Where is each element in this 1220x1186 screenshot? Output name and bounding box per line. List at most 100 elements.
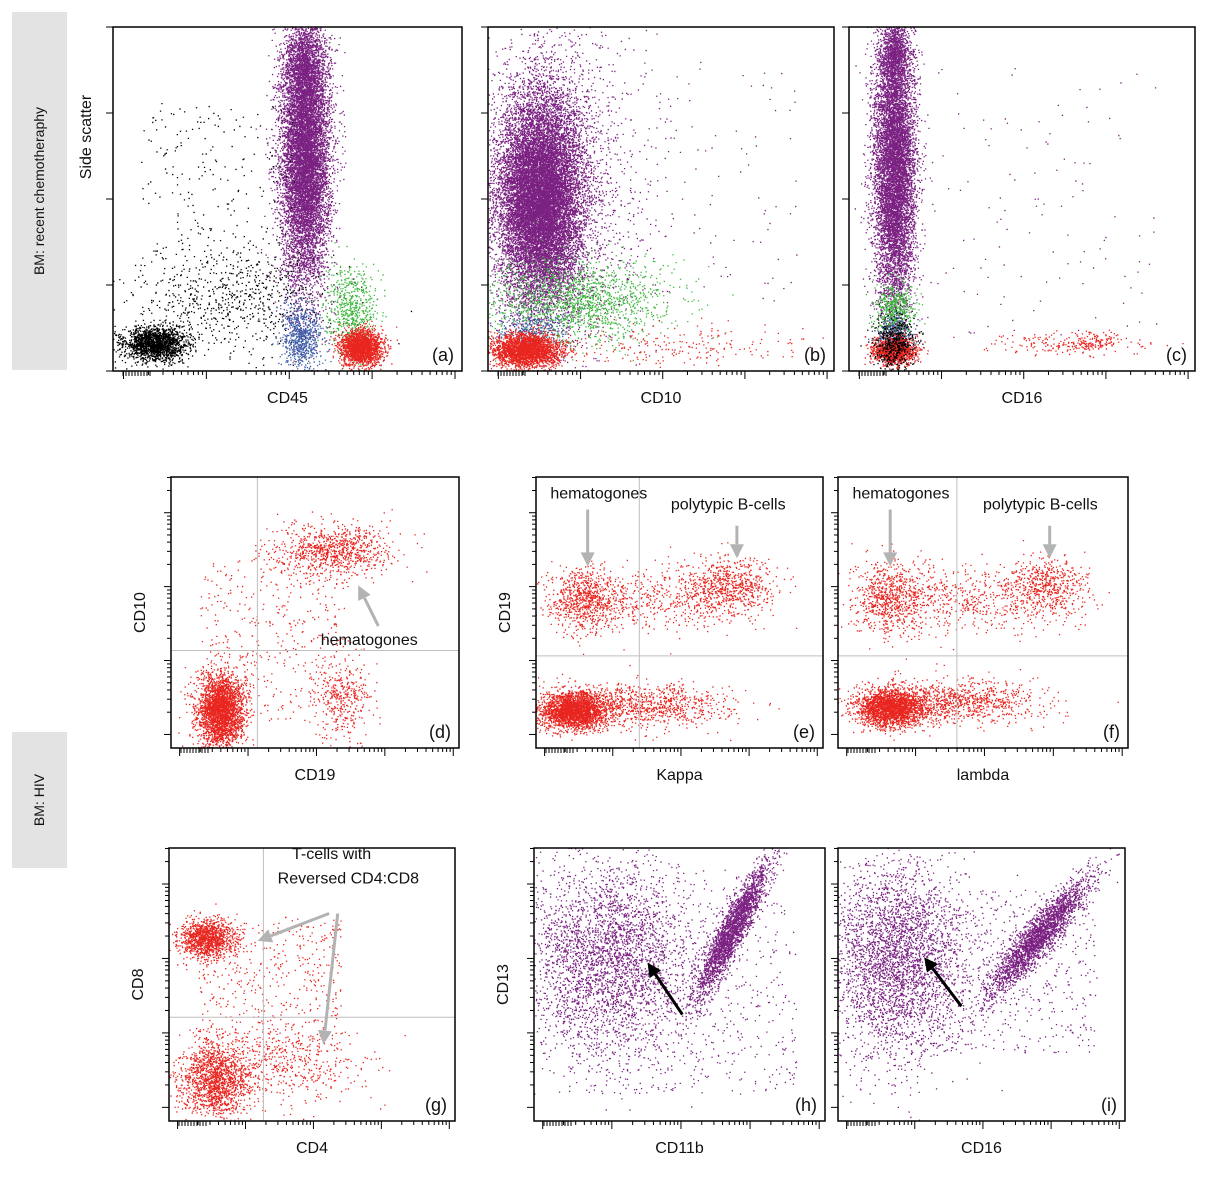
x-axis-label-c: CD16 — [1002, 390, 1043, 407]
population-i-1 — [946, 838, 1120, 1038]
x-axis-label-g: CD4 — [296, 1140, 328, 1157]
annotation-g-3 — [318, 914, 338, 1045]
y-axis-label-h: CD13 — [495, 964, 512, 1005]
panel-e: Kappa CD19 (e) hematogones polytypic B-cells — [497, 477, 823, 784]
panel-label-h: (h) — [795, 1095, 817, 1115]
annotation-text: hematogones — [550, 486, 647, 503]
panel-i-events — [785, 775, 1120, 1121]
y-axis-label-d: CD10 — [132, 592, 149, 633]
x-ticks-h — [543, 1121, 819, 1129]
panel-a: CD45 Side scatter (a) — [41, 0, 462, 419]
arrow-head — [318, 1030, 332, 1045]
annotation-g-0: T-cells with — [292, 846, 371, 863]
x-axis-label-e: Kappa — [656, 767, 702, 784]
population-e-3 — [653, 542, 794, 625]
arrow-shaft — [364, 598, 378, 626]
annotation-h-0 — [647, 963, 682, 1015]
x-ticks-a — [123, 371, 455, 379]
panel-f-events — [770, 540, 1143, 741]
panel-d: CD19 CD10 (d) hematogones — [132, 477, 459, 784]
population-i-0 — [785, 775, 1018, 1121]
annotation-f-1: polytypic B-cells — [983, 497, 1098, 559]
annotation-text: hematogones — [853, 486, 950, 503]
annotation-text: polytypic B-cells — [671, 497, 786, 514]
row-label-bottom-text: BM: HIV — [31, 773, 47, 826]
x-axis-label-d: CD19 — [295, 767, 336, 784]
y-ticks-f — [831, 477, 838, 734]
panel-c: CD16 (c) — [842, 0, 1195, 435]
plot-frame-h — [534, 848, 825, 1121]
panel-b-events — [412, 0, 872, 494]
y-ticks-i — [831, 848, 838, 1107]
arrow-head — [730, 544, 744, 558]
panel-g: CD4 CD8 (g) T-cells with Reversed CD4:CD8 — [130, 846, 455, 1160]
population-e-2 — [531, 556, 642, 655]
y-ticks-g — [162, 848, 169, 1107]
x-ticks-i — [847, 1121, 1120, 1129]
annotation-e-0: hematogones — [550, 486, 647, 567]
population-d-0 — [178, 643, 255, 776]
population-g-1 — [150, 1017, 269, 1160]
arrow-shaft — [271, 914, 329, 936]
annotation-f-0: hematogones — [853, 486, 950, 567]
x-ticks-g — [178, 1121, 450, 1129]
x-ticks-e — [545, 748, 818, 756]
population-f-3 — [994, 552, 1110, 636]
arrow-shaft — [325, 914, 338, 1031]
y-axis-label-g: CD8 — [130, 968, 147, 1000]
panel-label-f: (f) — [1103, 722, 1120, 742]
panel-h-events — [443, 781, 797, 1134]
panel-i: CD16 (i) — [785, 775, 1125, 1157]
panel-label-g: (g) — [425, 1095, 447, 1115]
population-c-8 — [919, 68, 1157, 335]
panel-label-a: (a) — [432, 345, 454, 365]
population-a-4 — [141, 103, 295, 297]
x-axis-label-f: lambda — [957, 767, 1010, 784]
panel-label-e: (e) — [793, 722, 815, 742]
y-ticks-d — [164, 477, 171, 734]
row-label-top: BM: recent chemotheraphy — [12, 12, 67, 370]
y-ticks-b — [481, 27, 488, 371]
panel-c-events — [855, 0, 1184, 435]
row-label-bottom: BM: HIV — [12, 732, 67, 868]
population-e-1 — [517, 665, 780, 741]
panel-label-d: (d) — [429, 722, 451, 742]
annotation-text: hematogones — [321, 632, 418, 649]
arrow-shaft — [655, 974, 682, 1014]
population-h-1 — [660, 823, 791, 1051]
annotation-e-1: polytypic B-cells — [671, 497, 786, 559]
y-ticks-h — [527, 848, 534, 1107]
population-g-2 — [150, 1006, 406, 1129]
population-a-0 — [256, 0, 351, 419]
population-c-6 — [953, 330, 1183, 358]
population-c-7 — [1062, 331, 1118, 358]
population-b-6 — [558, 62, 798, 303]
x-axis-label-a: CD45 — [267, 390, 308, 407]
panel-label-c: (c) — [1166, 345, 1187, 365]
x-ticks-b — [498, 371, 827, 379]
x-ticks-d — [180, 748, 454, 756]
x-axis-label-i: CD16 — [961, 1140, 1002, 1157]
population-b-1 — [419, 0, 684, 494]
y-ticks-c — [842, 27, 849, 371]
population-d-1 — [255, 509, 427, 590]
panel-e-events — [504, 542, 797, 741]
panel-a-events — [41, 0, 412, 419]
panel-f: lambda (f) hematogones polytypic B-cells — [770, 477, 1143, 784]
row-label-top-text: BM: recent chemotheraphy — [31, 107, 47, 275]
annotation-text: Reversed CD4:CD8 — [278, 870, 419, 887]
annotation-g-2 — [258, 914, 330, 943]
y-axis-label-a: Side scatter — [78, 94, 95, 179]
arrow-head — [1043, 544, 1057, 558]
annotation-text: polytypic B-cells — [983, 497, 1098, 514]
y-axis-label-e: CD19 — [497, 592, 514, 633]
population-f-1 — [770, 665, 1119, 737]
annotation-g-1: Reversed CD4:CD8 — [278, 870, 419, 887]
panel-b: CD10(b) — [412, 0, 872, 494]
population-c-1 — [875, 0, 917, 106]
x-axis-label-b: CD10 — [641, 390, 682, 407]
panel-label-i: (i) — [1101, 1095, 1117, 1115]
